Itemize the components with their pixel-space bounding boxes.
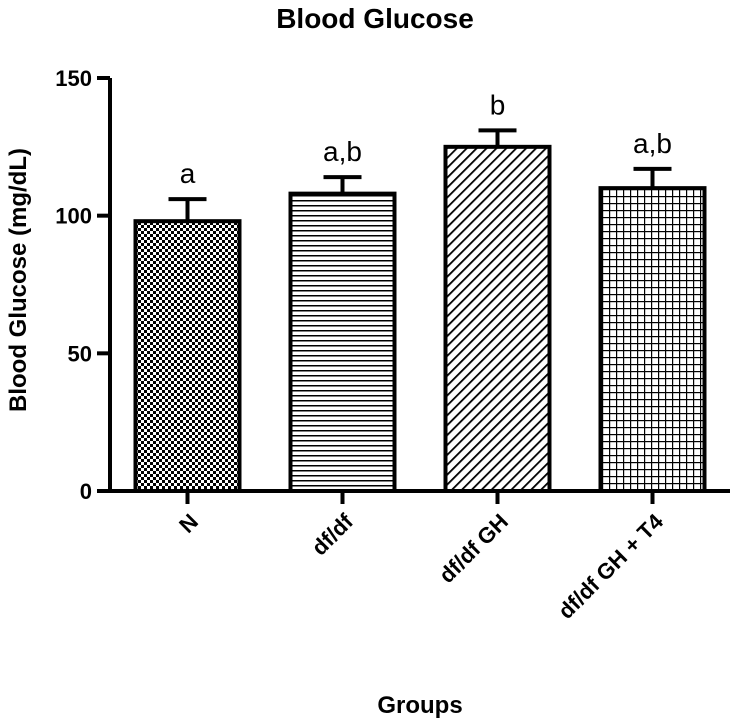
y-tick-label: 150 <box>55 66 92 91</box>
bar <box>133 219 242 493</box>
chart-title: Blood Glucose <box>276 3 474 34</box>
x-tick-label: N <box>174 509 203 538</box>
y-tick-label: 50 <box>68 341 92 366</box>
y-tick-label: 0 <box>80 479 92 504</box>
significance-label: a,b <box>323 136 362 167</box>
bar <box>443 144 552 493</box>
y-ticks: 0 50 100 150 <box>55 66 110 504</box>
bars: a a,b b a,b <box>133 89 707 493</box>
x-axis-label: Groups <box>377 692 462 719</box>
y-tick-label: 100 <box>55 204 92 229</box>
significance-label: b <box>490 89 506 120</box>
significance-label: a <box>180 158 196 189</box>
y-axis-label: Blood Glucose (mg/dL) <box>5 148 32 412</box>
bar <box>288 191 397 493</box>
significance-label: a,b <box>633 128 672 159</box>
x-tick-label: df/df GH <box>434 509 513 588</box>
x-tick-label: df/df <box>307 508 359 560</box>
bar <box>598 186 707 493</box>
x-tick-label: df/df GH + T4 <box>553 508 668 623</box>
